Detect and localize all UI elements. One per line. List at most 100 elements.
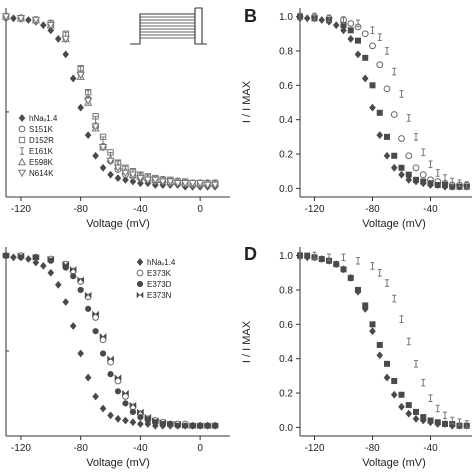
- data-point: [113, 164, 123, 173]
- panel-letter: B: [244, 6, 257, 26]
- data-point: [137, 420, 144, 428]
- data-point: [391, 152, 398, 159]
- data-point: [327, 253, 331, 262]
- data-point: [129, 418, 137, 427]
- data-point: [385, 47, 389, 55]
- data-point: [98, 143, 108, 152]
- legend-marker: [136, 291, 144, 299]
- data-point: [129, 177, 137, 186]
- data-point: [62, 264, 69, 271]
- data-point: [76, 71, 85, 80]
- data-point: [84, 291, 92, 299]
- data-point: [414, 360, 418, 368]
- data-point: [69, 266, 77, 273]
- data-point: [333, 261, 340, 268]
- data-point: [151, 176, 160, 185]
- data-point: [83, 97, 93, 106]
- data-point: [435, 169, 440, 177]
- data-point: [406, 114, 411, 122]
- data-point: [122, 175, 129, 184]
- data-point: [391, 378, 398, 385]
- data-point: [399, 315, 404, 323]
- data-point: [137, 179, 144, 188]
- data-point: [107, 411, 114, 420]
- data-point: [376, 61, 384, 69]
- y-tick-label: 0.6: [279, 320, 293, 331]
- y-axis-title: I / I MAX: [241, 320, 253, 363]
- data-series: [296, 13, 471, 189]
- data-point: [54, 35, 62, 43]
- data-point: [384, 360, 390, 367]
- legend-marker: [18, 114, 26, 122]
- data-point: [122, 393, 129, 400]
- y-tick-label: 0.2: [279, 150, 293, 161]
- data-point: [92, 310, 99, 318]
- y-tick-label: 1.0: [279, 12, 293, 23]
- data-series: [298, 251, 469, 428]
- data-point: [369, 327, 376, 336]
- data-point: [62, 298, 70, 306]
- data-point: [327, 14, 331, 23]
- data-point: [84, 373, 92, 382]
- protocol-test-pulse: [195, 7, 203, 44]
- data-point: [25, 16, 32, 24]
- legend-marker: [17, 169, 27, 178]
- data-point: [173, 180, 182, 188]
- data-point: [129, 401, 137, 409]
- data-point: [332, 21, 340, 30]
- data-point: [383, 151, 391, 160]
- legend-marker: [136, 280, 144, 288]
- data-point: [92, 151, 99, 160]
- data-point: [16, 15, 26, 23]
- data-point: [369, 82, 376, 89]
- data-point: [356, 256, 360, 265]
- legend-marker: [136, 258, 144, 266]
- data-point: [398, 402, 405, 411]
- data-point: [412, 164, 420, 172]
- data-point: [107, 358, 114, 366]
- data-point: [450, 416, 455, 425]
- y-axis-title: I / I MAX: [241, 80, 253, 123]
- data-point: [442, 420, 448, 427]
- protocol-outline: [130, 13, 207, 45]
- data-point: [398, 164, 405, 171]
- data-point: [2, 252, 10, 259]
- data-point: [428, 394, 433, 402]
- data-point: [347, 274, 354, 281]
- data-point: [137, 408, 144, 416]
- data-point: [1, 13, 11, 21]
- data-point: [369, 103, 376, 112]
- data-point: [128, 171, 138, 180]
- chart-panel: -120 -80 -40 0 Voltage (mV) hNaᵥ1.4 E373K E373D…: [2, 247, 230, 469]
- data-point: [40, 21, 47, 30]
- data-point: [196, 422, 204, 429]
- data-point: [340, 266, 347, 273]
- data-point: [181, 422, 189, 429]
- legend-label: E373K: [147, 269, 172, 278]
- data-point: [159, 418, 167, 426]
- data-point: [421, 148, 426, 157]
- data-point: [340, 22, 347, 29]
- data-point: [114, 174, 122, 182]
- data-point: [398, 391, 405, 398]
- data-point: [107, 170, 114, 179]
- data-point: [107, 371, 114, 378]
- data-point: [420, 414, 427, 421]
- data-point: [204, 422, 211, 429]
- legend-marker: [136, 269, 144, 277]
- data-point: [99, 333, 107, 340]
- data-point: [427, 180, 434, 187]
- data-point: [450, 177, 455, 186]
- data-point: [144, 417, 151, 424]
- data-point: [413, 408, 419, 415]
- data-point: [383, 373, 391, 382]
- data-point: [77, 349, 84, 358]
- data-series: [297, 13, 470, 190]
- x-tick-label: -80: [365, 204, 380, 215]
- legend-label: hNaᵥ1.4: [29, 114, 58, 123]
- data-series: [2, 252, 219, 429]
- data-point: [370, 262, 375, 270]
- data-point: [86, 90, 91, 98]
- data-point: [406, 337, 411, 346]
- data-point: [92, 328, 99, 335]
